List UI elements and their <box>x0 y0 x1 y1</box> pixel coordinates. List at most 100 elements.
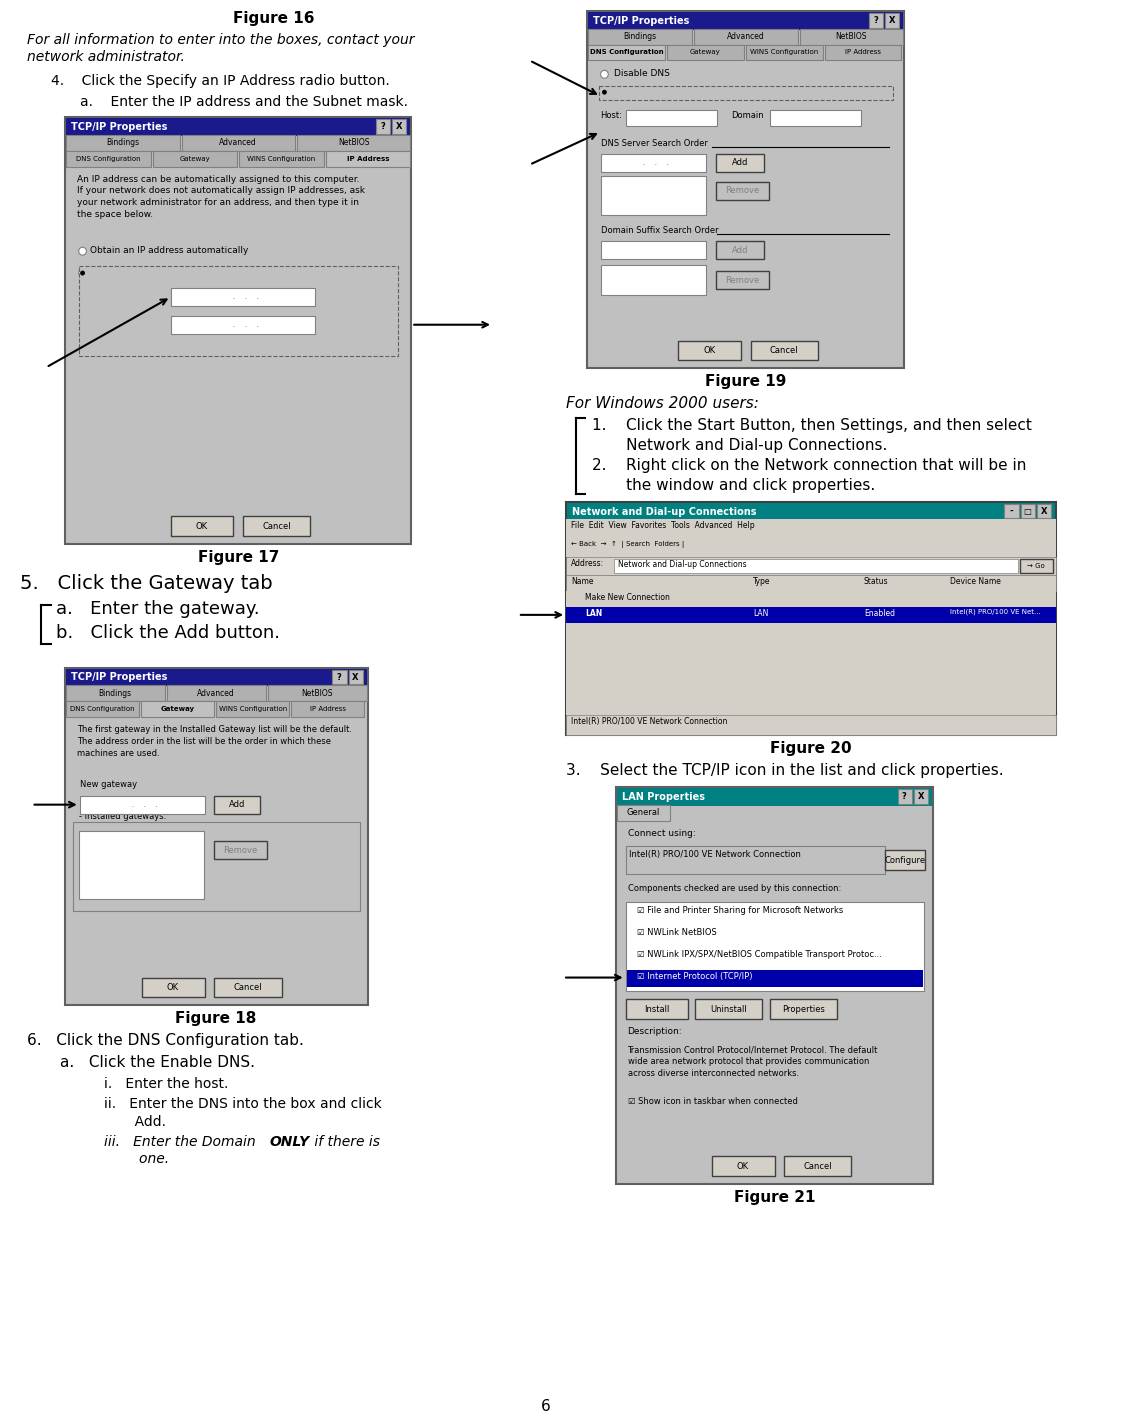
Text: Device Name: Device Name <box>950 577 1001 586</box>
Bar <box>268 686 368 701</box>
Bar <box>824 44 901 61</box>
Text: Figure 20: Figure 20 <box>770 741 852 755</box>
Text: Install: Install <box>644 1005 670 1014</box>
Text: DNS Configuration: DNS Configuration <box>70 706 135 713</box>
Circle shape <box>601 88 608 97</box>
Text: the window and click properties.: the window and click properties. <box>592 477 875 493</box>
Text: TCP/IP Properties: TCP/IP Properties <box>71 122 167 132</box>
Bar <box>243 517 310 537</box>
Text: ?: ? <box>337 673 342 682</box>
Bar <box>291 701 364 717</box>
Bar <box>588 28 692 44</box>
Bar <box>566 606 1056 623</box>
Text: one.: one. <box>104 1153 169 1166</box>
Text: .    .    .: . . . <box>227 321 259 329</box>
Text: X: X <box>889 16 895 26</box>
Bar <box>566 520 1056 540</box>
Bar <box>625 846 886 875</box>
Text: DNS Server Search Order: DNS Server Search Order <box>601 139 708 148</box>
Text: OK: OK <box>736 1162 749 1172</box>
Bar <box>898 788 912 804</box>
Text: Intel(R) PRO/100 VE Network Connection: Intel(R) PRO/100 VE Network Connection <box>630 851 801 859</box>
Bar <box>171 288 316 305</box>
Bar <box>182 135 295 151</box>
Text: Disable DNS: Disable DNS <box>614 70 670 78</box>
Bar <box>616 805 670 821</box>
Text: .    .    .: . . . <box>127 799 157 809</box>
Text: Add.: Add. <box>104 1115 166 1129</box>
Text: i.   Enter the host.: i. Enter the host. <box>104 1076 228 1091</box>
Text: .    .    .: . . . <box>227 293 259 301</box>
Bar <box>240 151 323 166</box>
Bar <box>625 1000 688 1020</box>
Text: An IP address can be automatically assigned to this computer.
If your network do: An IP address can be automatically assig… <box>77 175 365 219</box>
Bar <box>601 241 707 258</box>
Text: X: X <box>1041 507 1047 515</box>
Text: a.   Enter the gateway.: a. Enter the gateway. <box>55 601 259 618</box>
Circle shape <box>79 247 86 256</box>
Text: WINS Configuration: WINS Configuration <box>750 50 819 55</box>
Text: IP Address: IP Address <box>845 50 881 55</box>
Text: Type: Type <box>753 577 771 586</box>
Text: Domain: Domain <box>732 111 763 121</box>
Text: Gateway: Gateway <box>161 706 195 713</box>
Text: X: X <box>352 673 359 682</box>
Bar <box>601 266 707 295</box>
Text: Advanced: Advanced <box>197 689 235 697</box>
Text: a.    Enter the IP address and the Subnet mask.: a. Enter the IP address and the Subnet m… <box>79 95 407 109</box>
Bar <box>566 501 1056 736</box>
Bar <box>79 832 204 899</box>
Text: Enable DNS:: Enable DNS: <box>614 87 670 97</box>
Text: Advanced: Advanced <box>727 33 765 41</box>
Bar <box>713 1156 775 1176</box>
Bar <box>1037 504 1052 518</box>
Text: iii.   Enter the Domain: iii. Enter the Domain <box>104 1135 260 1149</box>
Text: Connect using:: Connect using: <box>628 828 696 838</box>
Text: ?: ? <box>380 122 385 132</box>
Text: Make New Connection: Make New Connection <box>585 594 670 602</box>
Text: ?: ? <box>873 16 878 26</box>
Bar <box>694 1000 762 1020</box>
Bar <box>67 135 180 151</box>
Text: New gateway: New gateway <box>79 780 137 790</box>
Bar <box>869 13 883 27</box>
Bar <box>296 135 411 151</box>
Text: File  Edit  View  Favorites  Tools  Advanced  Help: File Edit View Favorites Tools Advanced … <box>571 521 754 531</box>
Bar <box>67 669 368 686</box>
Text: WINS Configuration: WINS Configuration <box>248 156 316 162</box>
Bar <box>216 701 290 717</box>
Bar <box>66 667 368 1005</box>
Text: Bindings: Bindings <box>623 33 657 41</box>
Text: ☑ Internet Protocol (TCP/IP): ☑ Internet Protocol (TCP/IP) <box>637 971 752 981</box>
Bar <box>375 119 390 133</box>
Bar <box>587 11 905 368</box>
Bar <box>153 151 238 166</box>
Text: 1.    Click the Start Button, then Settings, and then select: 1. Click the Start Button, then Settings… <box>592 417 1031 433</box>
Text: b.   Click the Add button.: b. Click the Add button. <box>55 623 279 642</box>
Bar <box>627 970 923 987</box>
Text: Figure 19: Figure 19 <box>705 375 786 389</box>
Bar <box>770 111 861 126</box>
Text: Figure 21: Figure 21 <box>734 1190 815 1206</box>
Text: Gateway: Gateway <box>690 50 720 55</box>
Text: ☑ Show icon in taskbar when connected: ☑ Show icon in taskbar when connected <box>628 1096 797 1106</box>
Text: ☑ NWLink NetBIOS: ☑ NWLink NetBIOS <box>637 927 717 937</box>
Text: NetBIOS: NetBIOS <box>301 689 333 697</box>
Bar <box>333 669 347 684</box>
Text: OK: OK <box>167 983 179 993</box>
Text: ?: ? <box>901 792 907 801</box>
Text: OK: OK <box>196 523 208 531</box>
Bar <box>800 28 904 44</box>
Bar <box>392 119 406 133</box>
Bar <box>625 902 924 991</box>
Text: Network and Dial-up Connections: Network and Dial-up Connections <box>572 507 757 517</box>
Text: IP Address: IP Address <box>347 156 389 162</box>
Text: ii.   Enter the DNS into the box and click: ii. Enter the DNS into the box and click <box>104 1096 381 1110</box>
Text: Description:: Description: <box>628 1027 682 1037</box>
Text: TCP/IP Properties: TCP/IP Properties <box>71 673 167 683</box>
Text: Specify an IP address:: Specify an IP address: <box>90 268 190 277</box>
Bar <box>886 13 899 27</box>
Bar <box>141 701 214 717</box>
Bar <box>601 176 707 216</box>
Text: Figure 17: Figure 17 <box>198 551 279 565</box>
